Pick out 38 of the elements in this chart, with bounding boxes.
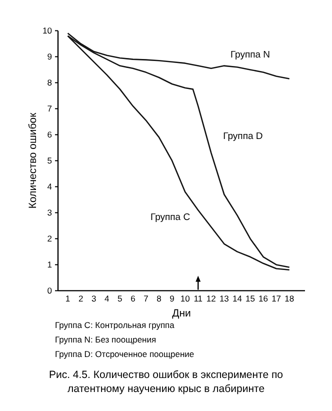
x-tick-label: 5 <box>118 294 123 304</box>
series-label: Группа D <box>223 130 263 142</box>
series-label: Группа C <box>150 212 190 224</box>
y-axis-title: Количество ошибок <box>27 112 39 209</box>
y-tick-label: 8 <box>47 78 52 88</box>
text: Группа D: Отсроченное поощрение <box>55 349 194 359</box>
y-tick-label: 6 <box>47 130 52 140</box>
x-tick-label: 2 <box>78 294 84 304</box>
y-tick-label: 10 <box>42 26 52 36</box>
x-tick-label: 14 <box>232 294 242 304</box>
text: Группа N: Без поощрения <box>55 334 156 344</box>
y-tick-label: 2 <box>47 234 52 244</box>
y-tick-label: 3 <box>47 208 52 218</box>
x-tick-label: 10 <box>180 294 190 304</box>
x-tick-label: 18 <box>284 294 294 304</box>
y-tick-label: 9 <box>47 52 52 62</box>
x-tick-label: 3 <box>91 294 96 304</box>
x-tick-label: 12 <box>206 294 216 304</box>
x-tick-label: 16 <box>258 294 268 304</box>
y-tick-label: 0 <box>47 286 52 296</box>
x-tick-label: 7 <box>144 294 149 304</box>
x-tick-label: 1 <box>65 294 70 304</box>
x-tick-label: 9 <box>170 294 175 304</box>
x-tick-label: 15 <box>246 294 256 304</box>
x-tick-label: 13 <box>219 294 230 304</box>
y-tick-label: 1 <box>47 260 52 270</box>
y-tick-label: 5 <box>47 156 52 166</box>
text: Группа C: Контрольная группа <box>55 320 175 330</box>
x-tick-label: 6 <box>130 294 136 304</box>
x-tick-label: 8 <box>156 294 162 304</box>
series-label: Группа N <box>230 50 270 61</box>
y-tick-label: 4 <box>47 182 52 192</box>
text: Рис. 4.5. Количество ошибок в эксперименте по латентному научению крыс в лабиринте <box>48 369 284 395</box>
x-tick-label: 17 <box>272 294 282 304</box>
x-tick-label: 11 <box>194 294 203 304</box>
y-tick-label: 7 <box>47 104 52 114</box>
x-axis-title: Дни <box>172 308 192 320</box>
x-tick-label: 4 <box>104 294 110 304</box>
